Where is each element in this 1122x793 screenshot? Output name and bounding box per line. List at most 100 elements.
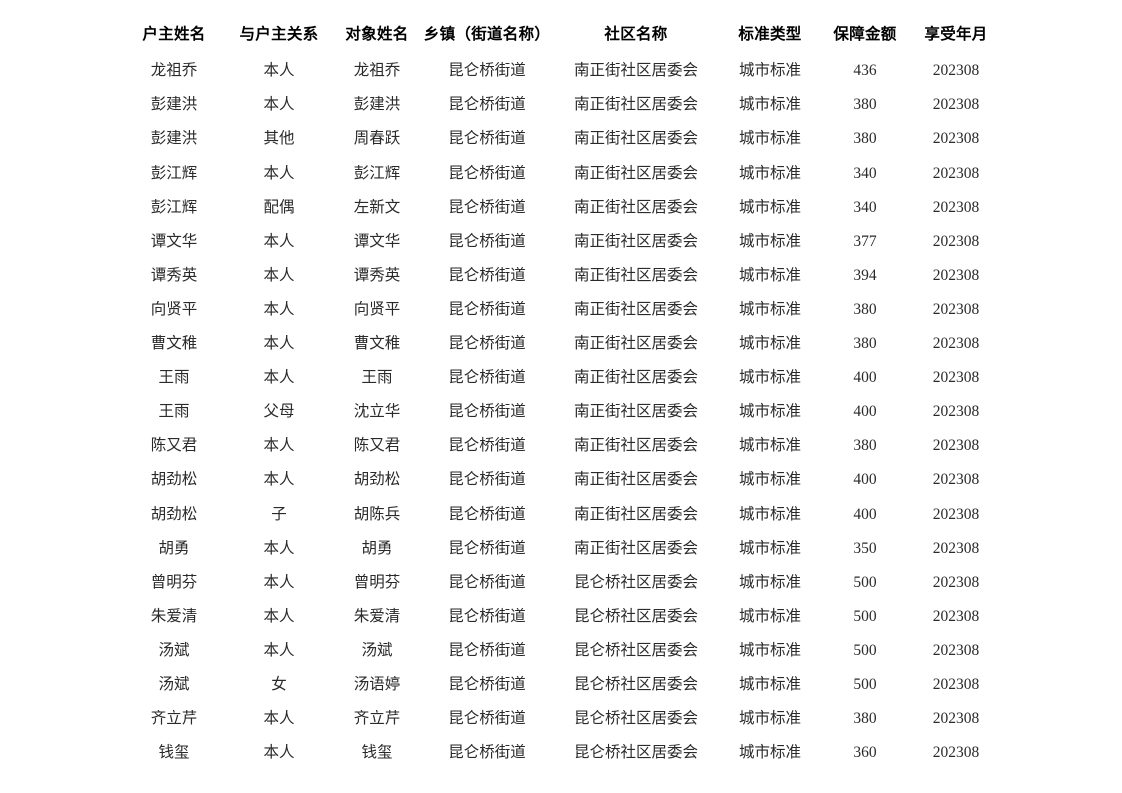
table-header-row: 户主姓名 与户主关系 对象姓名 乡镇（街道名称） 社区名称 标准类型 保障金额 …	[121, 16, 1001, 54]
cell-township: 昆仑桥街道	[448, 300, 526, 318]
cell-standard_type: 城市标准	[738, 675, 801, 693]
cell-period: 202308	[932, 471, 980, 489]
cell-township: 昆仑桥街道	[448, 369, 526, 387]
cell-township: 昆仑桥街道	[448, 675, 526, 693]
cell-person: 彭江辉	[353, 164, 401, 182]
cell-period: 202308	[932, 164, 980, 182]
cell-township: 昆仑桥街道	[448, 130, 526, 148]
cell-community: 昆仑桥社区居委会	[573, 573, 698, 591]
cell-township: 昆仑桥街道	[448, 164, 526, 182]
cell-person: 胡勇	[361, 539, 393, 557]
column-header-township: 乡镇（街道名称）	[423, 26, 551, 44]
cell-person: 谭秀英	[353, 266, 401, 284]
cell-community: 南正街社区居委会	[573, 369, 698, 387]
table-header: 户主姓名 与户主关系 对象姓名 乡镇（街道名称） 社区名称 标准类型 保障金额 …	[121, 16, 1001, 54]
cell-township: 昆仑桥街道	[448, 335, 526, 353]
cell-period: 202308	[932, 573, 980, 591]
cell-householder: 钱玺	[158, 744, 190, 762]
table-row: 陈又君 本人 陈又君 昆仑桥街道 南正街社区居委会 城市标准 380 202308	[121, 429, 1001, 463]
cell-community: 南正街社区居委会	[573, 335, 698, 353]
cell-householder: 彭江辉	[150, 198, 198, 216]
cell-relation: 其他	[263, 130, 295, 148]
cell-period: 202308	[932, 300, 980, 318]
cell-person: 龙祖乔	[353, 62, 401, 80]
cell-community: 南正街社区居委会	[573, 130, 698, 148]
cell-amount: 380	[853, 335, 877, 353]
cell-township: 昆仑桥街道	[448, 641, 526, 659]
cell-relation: 本人	[263, 744, 295, 762]
cell-period: 202308	[932, 96, 980, 114]
cell-period: 202308	[932, 369, 980, 387]
table-row: 谭文华 本人 谭文华 昆仑桥街道 南正街社区居委会 城市标准 377 202308	[121, 224, 1001, 258]
table-row: 彭江辉 本人 彭江辉 昆仑桥街道 南正街社区居委会 城市标准 340 202308	[121, 156, 1001, 190]
cell-township: 昆仑桥街道	[448, 198, 526, 216]
cell-householder: 王雨	[158, 369, 190, 387]
table-row: 胡劲松 本人 胡劲松 昆仑桥街道 南正街社区居委会 城市标准 400 202308	[121, 463, 1001, 497]
cell-community: 南正街社区居委会	[573, 437, 698, 455]
cell-period: 202308	[932, 675, 980, 693]
cell-township: 昆仑桥街道	[448, 403, 526, 421]
cell-person: 周春跃	[353, 130, 401, 148]
cell-amount: 380	[853, 437, 877, 455]
cell-relation: 本人	[263, 437, 295, 455]
cell-township: 昆仑桥街道	[448, 96, 526, 114]
column-header-standard-type: 标准类型	[738, 26, 802, 44]
cell-amount: 380	[853, 710, 877, 728]
cell-township: 昆仑桥街道	[448, 710, 526, 728]
cell-standard_type: 城市标准	[738, 710, 801, 728]
cell-standard_type: 城市标准	[738, 573, 801, 591]
cell-period: 202308	[932, 641, 980, 659]
table-row: 谭秀英 本人 谭秀英 昆仑桥街道 南正街社区居委会 城市标准 394 202308	[121, 259, 1001, 293]
cell-standard_type: 城市标准	[738, 744, 801, 762]
cell-community: 南正街社区居委会	[573, 539, 698, 557]
cell-township: 昆仑桥街道	[448, 607, 526, 625]
cell-relation: 女	[271, 675, 287, 693]
cell-amount: 394	[853, 266, 877, 284]
column-header-period: 享受年月	[924, 26, 988, 44]
cell-person: 曾明芬	[353, 573, 401, 591]
cell-period: 202308	[932, 403, 980, 421]
cell-person: 向贤平	[353, 300, 401, 318]
cell-township: 昆仑桥街道	[448, 744, 526, 762]
cell-period: 202308	[932, 62, 980, 80]
cell-township: 昆仑桥街道	[448, 539, 526, 557]
cell-standard_type: 城市标准	[738, 164, 801, 182]
cell-person: 朱爱清	[353, 607, 401, 625]
cell-period: 202308	[932, 266, 980, 284]
cell-amount: 500	[853, 641, 877, 659]
table-row: 胡勇 本人 胡勇 昆仑桥街道 南正街社区居委会 城市标准 350 202308	[121, 531, 1001, 565]
table-row: 向贤平 本人 向贤平 昆仑桥街道 南正街社区居委会 城市标准 380 202308	[121, 293, 1001, 327]
cell-person: 胡陈兵	[353, 505, 401, 523]
cell-relation: 本人	[263, 300, 295, 318]
table-row: 龙祖乔 本人 龙祖乔 昆仑桥街道 南正街社区居委会 城市标准 436 202308	[121, 54, 1001, 88]
cell-relation: 配偶	[263, 198, 295, 216]
cell-standard_type: 城市标准	[738, 641, 801, 659]
cell-standard_type: 城市标准	[738, 266, 801, 284]
cell-amount: 377	[853, 232, 877, 250]
cell-standard_type: 城市标准	[738, 539, 801, 557]
column-header-householder: 户主姓名	[142, 26, 206, 44]
subsistence-allowance-table: 户主姓名 与户主关系 对象姓名 乡镇（街道名称） 社区名称 标准类型 保障金额 …	[121, 16, 1001, 770]
cell-relation: 本人	[263, 573, 295, 591]
cell-householder: 彭建洪	[150, 96, 198, 114]
cell-person: 王雨	[361, 369, 393, 387]
cell-standard_type: 城市标准	[738, 130, 801, 148]
cell-person: 谭文华	[353, 232, 401, 250]
cell-community: 南正街社区居委会	[573, 232, 698, 250]
cell-community: 南正街社区居委会	[573, 403, 698, 421]
cell-township: 昆仑桥街道	[448, 471, 526, 489]
cell-householder: 陈又君	[150, 437, 198, 455]
cell-period: 202308	[932, 607, 980, 625]
cell-period: 202308	[932, 437, 980, 455]
table-row: 汤斌 女 汤语婷 昆仑桥街道 昆仑桥社区居委会 城市标准 500 202308	[121, 668, 1001, 702]
cell-period: 202308	[932, 335, 980, 353]
cell-relation: 本人	[263, 335, 295, 353]
cell-person: 左新文	[353, 198, 401, 216]
cell-amount: 350	[853, 539, 877, 557]
cell-standard_type: 城市标准	[738, 607, 801, 625]
cell-township: 昆仑桥街道	[448, 505, 526, 523]
cell-amount: 500	[853, 675, 877, 693]
cell-householder: 曹文稚	[150, 335, 198, 353]
cell-householder: 谭秀英	[150, 266, 198, 284]
table-row: 胡劲松 子 胡陈兵 昆仑桥街道 南正街社区居委会 城市标准 400 202308	[121, 497, 1001, 531]
